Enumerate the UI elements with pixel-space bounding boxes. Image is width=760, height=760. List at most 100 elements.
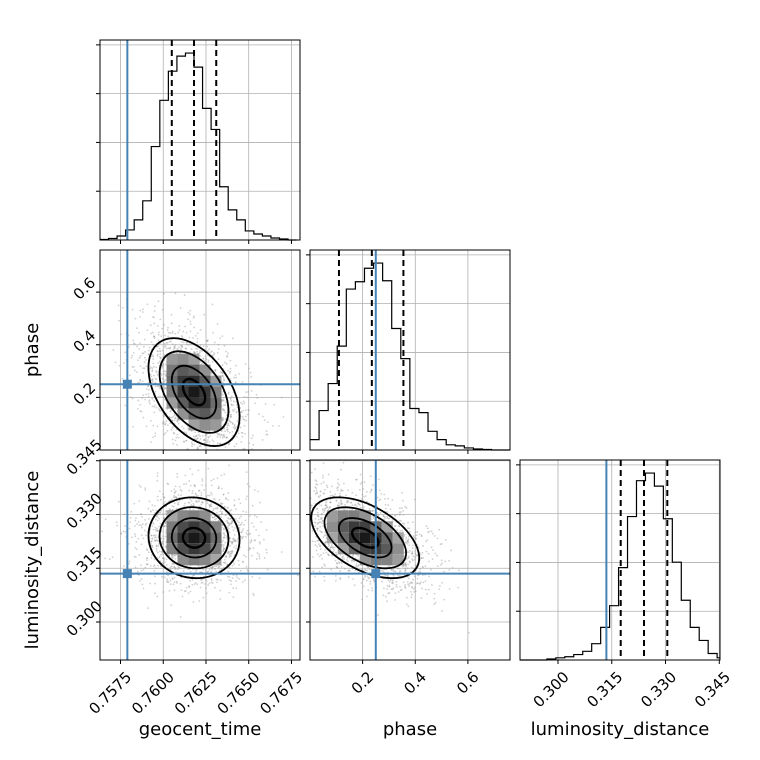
sample-point <box>372 516 375 518</box>
sample-point <box>160 356 162 359</box>
sample-point <box>399 569 402 572</box>
sample-point <box>323 579 326 582</box>
sample-point <box>152 365 155 368</box>
sample-point <box>244 415 247 418</box>
sample-point <box>152 523 155 525</box>
sample-point <box>168 508 171 510</box>
sample-point <box>156 515 159 518</box>
sample-point <box>153 322 156 325</box>
sample-point <box>157 345 160 348</box>
sample-point <box>411 582 414 584</box>
sample-point <box>411 550 414 553</box>
sample-point <box>164 432 167 434</box>
sample-point <box>316 507 319 510</box>
sample-point <box>297 526 299 528</box>
sample-point <box>227 522 230 525</box>
sample-point <box>243 554 245 557</box>
sample-point <box>162 414 165 416</box>
sample-point <box>221 419 223 422</box>
sample-point <box>153 316 155 319</box>
sample-point <box>206 339 208 342</box>
sample-point <box>202 568 204 571</box>
sample-point <box>205 592 208 595</box>
sample-point <box>216 323 219 325</box>
sample-point <box>170 489 173 492</box>
sample-point <box>216 581 218 584</box>
sample-point <box>227 430 229 433</box>
sample-point <box>158 347 161 350</box>
sample-point <box>319 530 321 532</box>
sample-point <box>179 582 182 585</box>
sample-point <box>181 425 184 428</box>
sample-point <box>192 337 195 339</box>
density-cell <box>188 532 200 544</box>
sample-point <box>141 352 144 355</box>
sample-point <box>230 552 233 555</box>
sample-point <box>443 598 446 601</box>
sample-point <box>409 530 411 533</box>
sample-point <box>308 544 310 546</box>
sample-point <box>364 495 367 497</box>
sample-point <box>205 340 208 343</box>
sample-point <box>409 581 412 584</box>
sample-point <box>432 549 434 552</box>
sample-point <box>365 579 368 582</box>
sample-point <box>227 424 230 427</box>
density-cell <box>210 419 222 431</box>
sample-point <box>178 499 181 502</box>
sample-point <box>408 582 411 585</box>
sample-point <box>213 352 216 355</box>
sample-point <box>154 390 157 393</box>
sample-point <box>104 518 107 521</box>
sample-point <box>108 558 111 560</box>
sample-point <box>365 569 368 572</box>
sample-point <box>222 546 225 548</box>
sample-point <box>236 540 238 543</box>
sample-point <box>386 575 389 577</box>
sample-point <box>221 523 224 526</box>
sample-point <box>252 592 254 595</box>
sample-point <box>241 581 244 583</box>
sample-point <box>156 495 159 498</box>
sample-point <box>143 529 146 532</box>
sample-point <box>231 521 234 523</box>
sample-point <box>232 596 235 599</box>
sample-point <box>190 504 193 506</box>
sample-point <box>156 529 159 532</box>
hist-panel-luminosity_distance <box>516 459 721 664</box>
sample-point <box>156 472 159 474</box>
sample-point <box>211 565 214 568</box>
sample-point <box>163 370 166 373</box>
sample-point <box>330 568 333 571</box>
sample-point <box>249 547 252 550</box>
sample-point <box>155 528 157 531</box>
sample-point <box>330 485 333 488</box>
sample-point <box>219 510 222 513</box>
sample-point <box>231 422 234 424</box>
sample-point <box>228 464 231 467</box>
sample-point <box>207 494 209 497</box>
density-cell <box>177 364 189 376</box>
sample-point <box>359 506 362 509</box>
sample-point <box>222 531 225 534</box>
sample-point <box>197 447 199 450</box>
sample-point <box>292 511 294 513</box>
sample-point <box>362 507 365 509</box>
sample-point <box>317 522 319 524</box>
sample-point <box>224 411 227 414</box>
sample-point <box>184 589 187 592</box>
sample-point <box>140 534 143 537</box>
sample-point <box>173 345 176 348</box>
sample-point <box>433 535 436 537</box>
sample-point <box>227 527 230 530</box>
sample-point <box>163 557 166 560</box>
sample-point <box>404 586 407 589</box>
sample-point <box>211 484 213 487</box>
sample-point <box>202 596 205 599</box>
sample-point <box>221 523 224 526</box>
sample-point <box>229 509 231 512</box>
sample-point <box>288 545 290 547</box>
sample-point <box>139 486 142 488</box>
sample-point <box>174 557 177 560</box>
sample-point <box>162 557 165 560</box>
